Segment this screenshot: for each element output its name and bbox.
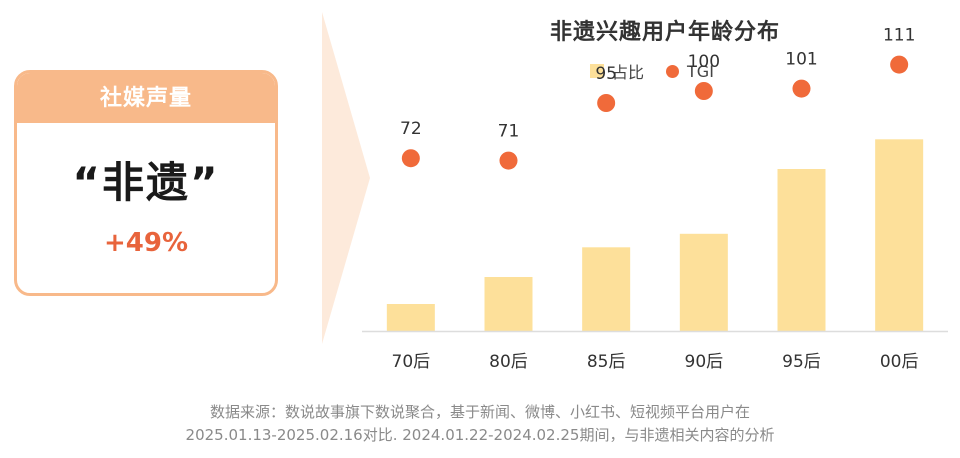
bar-0 (386, 304, 435, 331)
x-tick-label-2: 85后 (587, 352, 626, 372)
arrow-shape (322, 12, 370, 344)
legend-bar-swatch (590, 64, 604, 78)
age-distribution-chart: 72 70后 71 80后 95 85后 100 90后 101 95后 111 00后 (362, 26, 948, 372)
social-volume-card: 社媒声量 “非遗” +49% (14, 70, 278, 296)
growth-value: +49% (103, 228, 189, 258)
bar-3 (679, 233, 728, 331)
tgi-point-5 (890, 55, 909, 74)
tgi-label-3: 100 (688, 52, 720, 72)
chart-title: 非遗兴趣用户年龄分布 (549, 20, 780, 45)
card-title: “非遗” (72, 158, 220, 207)
tgi-label-4: 101 (785, 50, 817, 70)
tgi-point-4 (792, 79, 811, 98)
bar-5 (875, 139, 924, 331)
bar-2 (582, 247, 631, 331)
bar-4 (777, 169, 826, 331)
source-line-1: 数据来源：数说故事旗下数说聚合，基于新闻、微博、小红书、短视频平台用户在 (209, 403, 750, 421)
tgi-point-0 (401, 149, 420, 168)
x-tick-label-0: 70后 (392, 352, 431, 372)
bar-1 (484, 277, 533, 331)
source-line-2: 2025.01.13-2025.02.16对比. 2024.01.22-2024… (185, 426, 775, 444)
x-tick-label-4: 95后 (782, 352, 821, 372)
card-header: 社媒声量 (17, 73, 275, 123)
tgi-point-1 (499, 151, 518, 170)
tgi-label-2: 95 (595, 64, 617, 84)
tgi-label-5: 111 (883, 26, 915, 46)
x-tick-label-3: 90后 (685, 352, 724, 372)
x-tick-label-5: 00后 (880, 352, 919, 372)
x-tick-label-1: 80后 (489, 352, 528, 372)
legend-dot-swatch (666, 64, 680, 78)
legend-tgi-label: TGI (687, 61, 714, 81)
tgi-point-3 (694, 82, 713, 100)
source-note: 数据来源：数说故事旗下数说聚合，基于新闻、微博、小红书、短视频平台用户在 202… (0, 401, 960, 447)
legend-bar-label: 占比 (612, 63, 645, 82)
legend-item-tgi: TGI (666, 62, 714, 81)
tgi-point-2 (597, 94, 616, 112)
tgi-label-1: 71 (498, 122, 520, 142)
tgi-label-0: 72 (400, 119, 422, 139)
chart-legend: 占比 TGI (590, 60, 736, 82)
legend-item-bar: 占比 (590, 59, 644, 83)
